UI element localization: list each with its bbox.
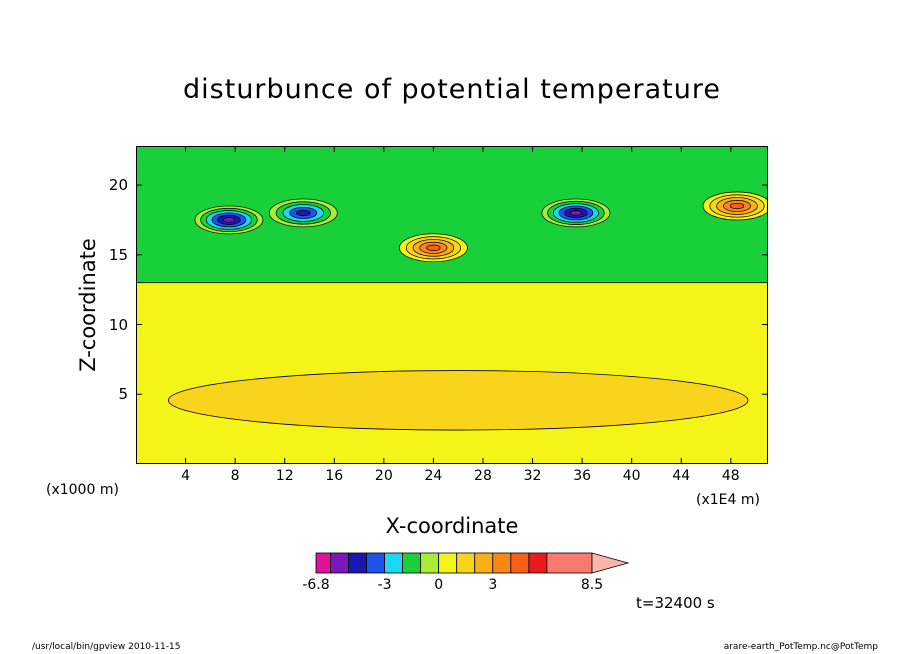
colorbar-extend-arrow — [591, 552, 630, 574]
y-axis-label: Z-coordinate — [76, 238, 100, 372]
chart-title: disturbunce of potential temperature — [183, 74, 721, 105]
contour-plot-area — [136, 146, 768, 464]
colorbar-swatch — [366, 552, 385, 574]
feature-core-5 — [729, 202, 745, 210]
colorbar-tick-label: -3 — [377, 577, 392, 593]
colorbar-swatch — [402, 552, 422, 574]
x-tick-label: 24 — [424, 468, 443, 484]
x-tick-label: 8 — [230, 468, 240, 484]
x-tick-label: 32 — [523, 468, 542, 484]
time-label: t=32400 s — [636, 594, 715, 612]
contour-field — [136, 146, 768, 464]
colorbar-swatch — [492, 552, 512, 574]
x-tick-label: 16 — [325, 468, 344, 484]
x-tick-label: 48 — [721, 468, 740, 484]
colorbar-tick-label: 0 — [434, 577, 444, 593]
x-tick-label: 4 — [181, 468, 191, 484]
colorbar-swatch — [348, 552, 367, 574]
colorbar-swatch — [456, 552, 476, 574]
x-tick-label: 40 — [622, 468, 641, 484]
x-axis-label: X-coordinate — [385, 514, 519, 538]
colorbar-swatch — [510, 552, 530, 574]
feature-core-4 — [426, 244, 441, 251]
x-unit-left: (x1000 m) — [46, 482, 119, 498]
colorbar-swatch — [438, 552, 458, 574]
lower-warm-layer — [167, 370, 749, 431]
colorbar-swatch — [315, 552, 331, 574]
footer-right-text: arare-earth_PotTemp.nc@PotTemp — [723, 642, 878, 652]
x-tick-label: 44 — [672, 468, 691, 484]
footer-left-text: /usr/local/bin/gpview 2010-11-15 — [32, 642, 181, 652]
y-tick-label: 20 — [108, 176, 128, 195]
colorbar-tick-label: -6.8 — [302, 577, 330, 593]
colorbar-swatch — [474, 552, 494, 574]
x-tick-label: 20 — [374, 468, 393, 484]
tick-marks — [136, 146, 768, 464]
colorbar-swatch — [420, 552, 440, 574]
feature-core-1 — [222, 217, 235, 223]
colorbar-swatch — [546, 552, 593, 574]
colorbar-swatch — [330, 552, 349, 574]
feature-core-2 — [296, 209, 311, 217]
colorbar-swatch — [528, 552, 548, 574]
feature-core-3 — [569, 210, 582, 216]
x-unit-right: (x1E4 m) — [696, 492, 760, 508]
colorbar — [315, 552, 630, 574]
y-tick-label: 15 — [108, 245, 128, 264]
colorbar-tick-label: 8.5 — [580, 577, 604, 593]
plot-frame — [136, 146, 768, 464]
y-tick-label: 10 — [108, 315, 128, 334]
y-tick-label: 5 — [118, 385, 128, 404]
x-tick-label: 12 — [275, 468, 294, 484]
x-tick-label: 28 — [474, 468, 492, 484]
x-tick-label: 36 — [573, 468, 592, 484]
colorbar-tick-label: 3 — [488, 577, 498, 593]
colorbar-swatch — [384, 552, 403, 574]
